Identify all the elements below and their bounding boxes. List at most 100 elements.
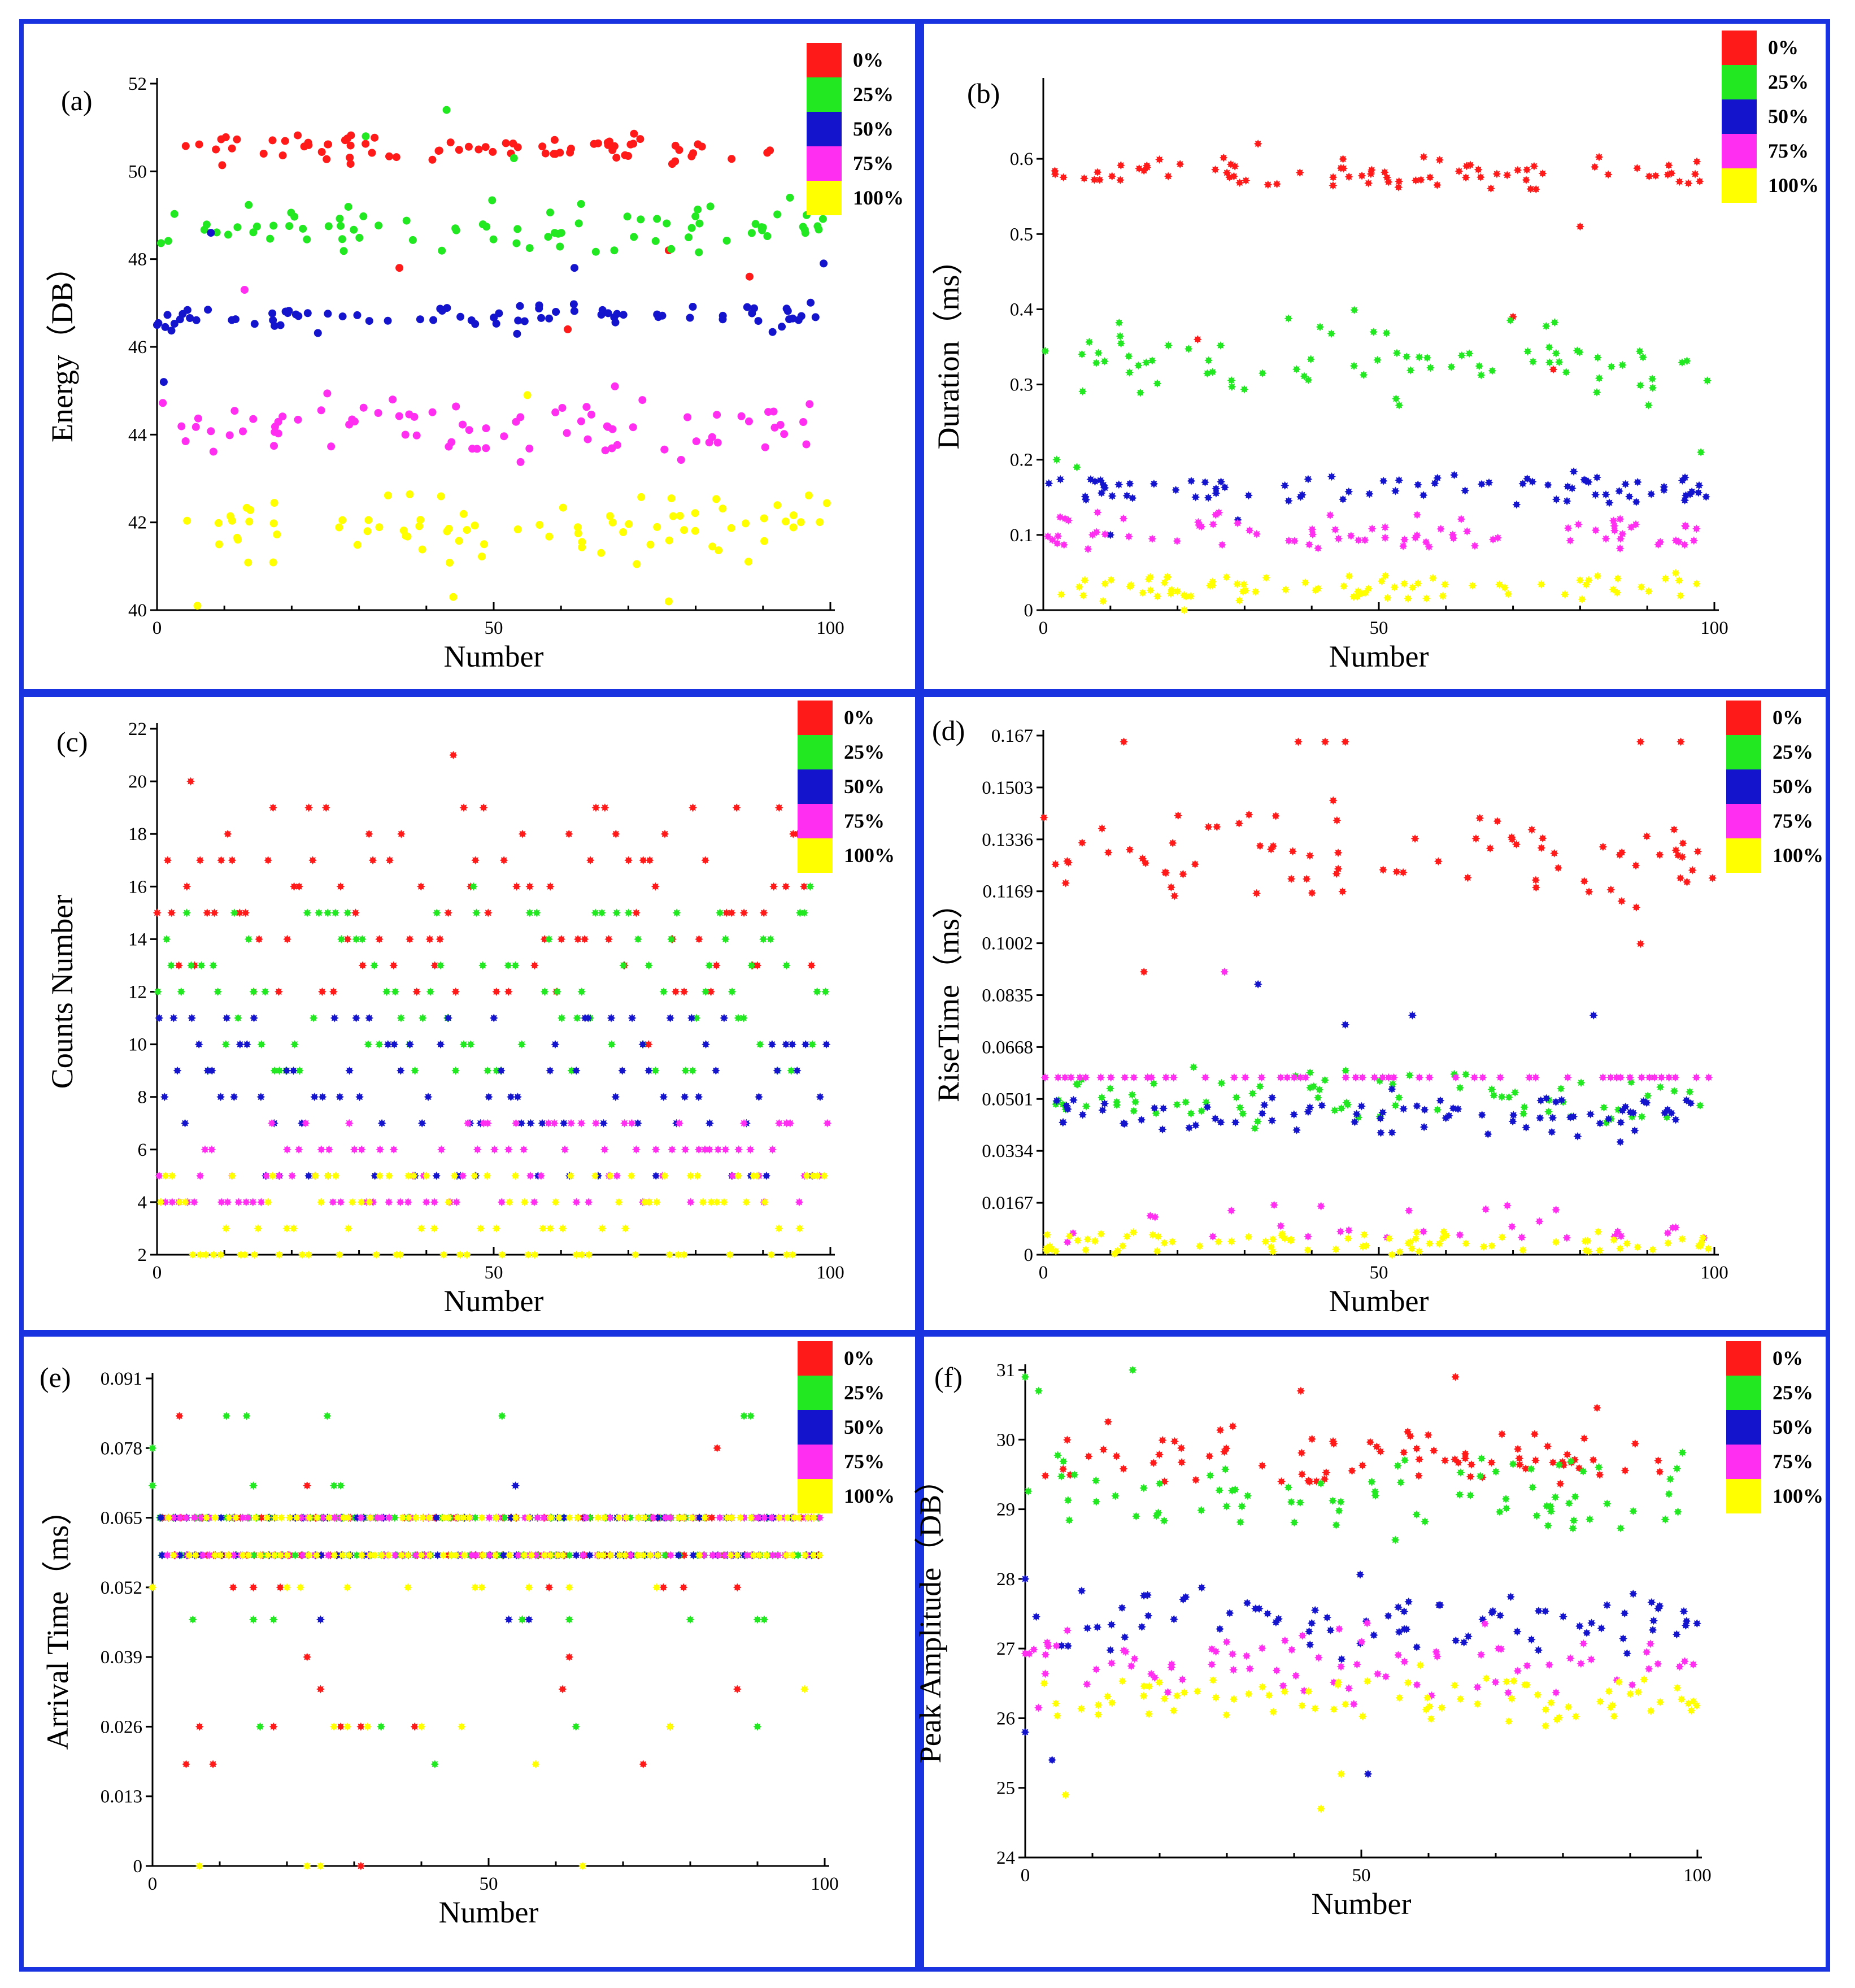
data-point <box>1297 490 1307 499</box>
legend-label: 25% <box>853 83 894 106</box>
y-tick-label: 0.0668 <box>982 1037 1033 1058</box>
data-point <box>377 1513 386 1522</box>
data-point <box>499 1551 508 1560</box>
data-point <box>1053 539 1062 548</box>
data-point <box>207 1145 216 1154</box>
data-point <box>212 228 221 237</box>
data-point <box>1180 1688 1189 1697</box>
data-point <box>1523 347 1532 356</box>
data-point <box>436 1040 445 1049</box>
data-point <box>676 512 684 520</box>
data-point <box>444 1013 453 1023</box>
data-point <box>375 1171 384 1180</box>
data-point <box>1632 164 1641 173</box>
data-point <box>1668 1223 1677 1232</box>
series-25pct <box>1021 1365 1687 1545</box>
data-point <box>1339 495 1347 504</box>
y-tick-label: 14 <box>128 929 147 950</box>
data-point <box>1675 576 1684 585</box>
data-point <box>1466 1491 1475 1500</box>
data-point <box>1680 540 1689 549</box>
data-point <box>1597 1624 1606 1633</box>
data-point <box>1242 176 1251 185</box>
data-point <box>1413 1102 1421 1111</box>
data-point <box>715 1513 724 1522</box>
data-point <box>1321 737 1330 746</box>
data-point <box>615 1198 624 1207</box>
data-point <box>627 1171 636 1180</box>
data-point <box>1636 381 1645 390</box>
data-point <box>744 558 753 566</box>
data-point <box>800 1551 809 1560</box>
data-point <box>1305 1103 1314 1112</box>
panel-label: (a) <box>61 85 93 116</box>
data-point <box>1615 544 1625 553</box>
data-point <box>1173 587 1182 596</box>
data-point <box>471 320 480 328</box>
data-point <box>580 934 589 943</box>
data-point <box>1643 1091 1652 1100</box>
data-point <box>612 154 621 162</box>
data-point <box>1238 1502 1247 1511</box>
y-tick-label: 31 <box>996 1360 1015 1381</box>
data-point <box>1106 1084 1114 1093</box>
data-point <box>1243 1491 1252 1500</box>
data-point <box>389 1145 398 1154</box>
data-point <box>1349 592 1358 601</box>
data-point <box>1484 478 1493 487</box>
data-point <box>1422 594 1431 603</box>
data-point <box>1146 1211 1155 1220</box>
data-point <box>1301 1073 1310 1082</box>
data-point <box>1120 1073 1129 1082</box>
data-point <box>1595 373 1604 382</box>
data-point <box>681 1066 690 1075</box>
series-0pct <box>1051 140 1704 374</box>
data-point <box>1435 1600 1444 1609</box>
data-point <box>674 1250 683 1259</box>
data-point <box>324 310 332 318</box>
data-point <box>759 934 768 943</box>
data-point <box>331 1171 340 1180</box>
data-point <box>504 961 513 970</box>
data-point <box>767 1513 776 1522</box>
y-tick-label: 0.1503 <box>982 778 1033 798</box>
data-point <box>1538 169 1547 178</box>
x-tick-label: 100 <box>1700 1263 1728 1283</box>
data-point <box>1125 532 1133 541</box>
data-point <box>1217 477 1226 486</box>
data-point <box>395 412 403 420</box>
data-point <box>336 1093 345 1102</box>
data-point <box>559 1551 568 1560</box>
data-point <box>207 427 215 436</box>
data-point <box>629 423 637 432</box>
data-point <box>1086 475 1095 484</box>
data-point <box>244 934 253 943</box>
data-point <box>377 1119 386 1128</box>
data-point <box>233 135 241 143</box>
data-point <box>1084 1452 1093 1461</box>
data-point <box>1070 1471 1079 1480</box>
data-point <box>1466 1472 1475 1481</box>
data-point <box>363 1722 372 1731</box>
data-point <box>471 1583 480 1592</box>
series-0pct <box>181 129 818 333</box>
data-point <box>672 908 681 917</box>
data-point <box>573 934 582 943</box>
data-point <box>518 1615 526 1624</box>
data-point <box>530 961 539 970</box>
data-point <box>1456 1695 1465 1703</box>
data-point <box>268 1171 277 1180</box>
data-point <box>1504 1688 1513 1697</box>
data-point <box>691 509 699 517</box>
data-point <box>1114 318 1124 327</box>
data-point <box>1689 536 1699 545</box>
data-point <box>1552 1098 1560 1107</box>
data-point <box>1636 737 1645 746</box>
data-point <box>598 306 607 314</box>
data-point <box>1482 1674 1491 1683</box>
data-point <box>483 1066 492 1075</box>
data-point <box>375 934 384 943</box>
y-axis-title: RiseTime（ms） <box>931 888 965 1102</box>
data-point <box>221 133 230 141</box>
data-point <box>1564 1073 1572 1082</box>
